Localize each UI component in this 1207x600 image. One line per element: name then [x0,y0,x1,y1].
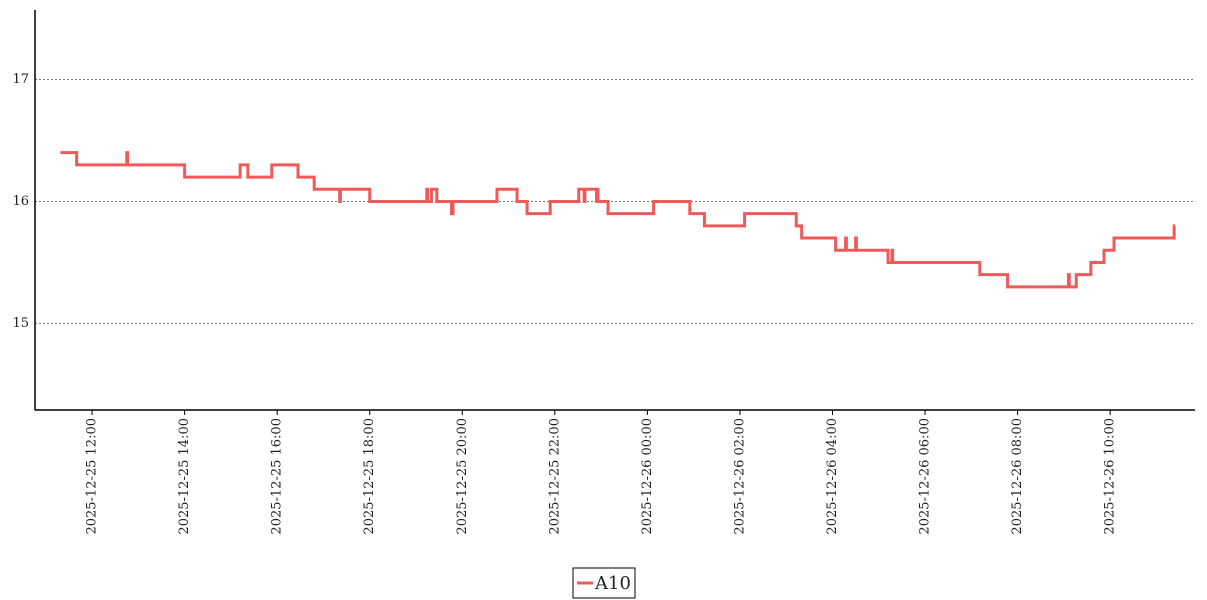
x-tick-label: 2025-12-25 20:00 [455,418,470,535]
legend-label: A10 [594,573,631,594]
x-tick-label: 2025-12-26 06:00 [918,418,933,535]
legend: A10 [572,567,636,599]
x-tick-label: 2025-12-25 14:00 [177,418,192,535]
y-tick-label: 16 [12,194,29,209]
x-tick-label: 2025-12-26 10:00 [1103,418,1118,535]
x-tick-label: 2025-12-25 22:00 [547,418,562,535]
x-tick-label: 2025-12-26 08:00 [1010,418,1025,535]
x-tick-label: 2025-12-26 02:00 [732,418,747,535]
line [60,151,1176,289]
x-tick-label: 2025-12-25 12:00 [85,418,100,535]
x-tick-label: 2025-12-26 00:00 [640,418,655,535]
x-tick-label: 2025-12-25 16:00 [270,418,285,535]
y-tick-label: 17 [12,72,29,87]
y-tick-label: 15 [12,316,29,331]
x-tick-label: 2025-12-25 18:00 [362,418,377,535]
x-tick-label: 2025-12-26 04:00 [825,418,840,535]
